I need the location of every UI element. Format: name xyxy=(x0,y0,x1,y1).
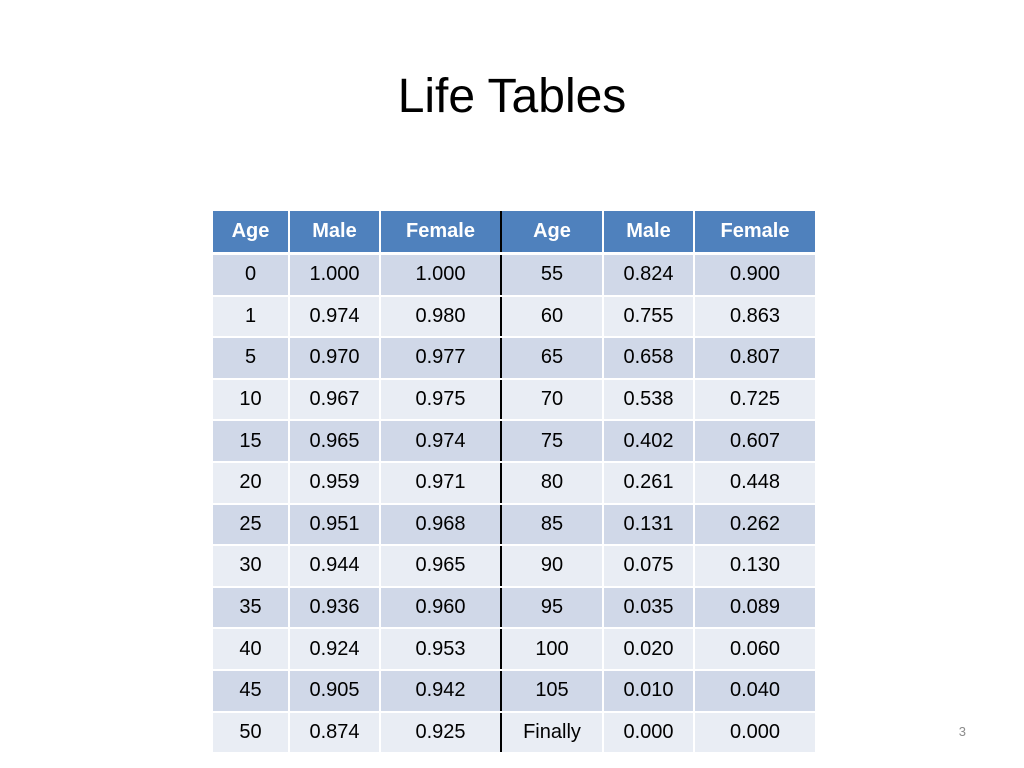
cell-female-2: 0.900 xyxy=(694,253,815,297)
table-row: 35 0.936 0.960 95 0.035 0.089 xyxy=(213,586,815,630)
cell-female-2: 0.807 xyxy=(694,337,815,380)
table-header-row: Age Male Female Age Male Female xyxy=(213,211,815,255)
cell-male: 0.965 xyxy=(289,420,381,463)
cell-male: 0.959 xyxy=(289,461,381,505)
cell-male-2: 0.020 xyxy=(603,628,695,671)
cell-female: 0.971 xyxy=(380,461,502,505)
cell-female-2: 0.089 xyxy=(694,586,815,630)
cell-male-2: 0.000 xyxy=(603,711,695,755)
cell-female: 0.975 xyxy=(380,378,502,422)
cell-age: 0 xyxy=(213,253,290,297)
table-row: 50 0.874 0.925 Finally 0.000 0.000 xyxy=(213,711,815,755)
cell-age-2: 85 xyxy=(501,503,604,547)
table-row: 0 1.000 1.000 55 0.824 0.900 xyxy=(213,253,815,297)
table-row: 45 0.905 0.942 105 0.010 0.040 xyxy=(213,669,815,713)
cell-age: 15 xyxy=(213,420,290,463)
cell-female: 0.925 xyxy=(380,711,502,755)
table-row: 15 0.965 0.974 75 0.402 0.607 xyxy=(213,420,815,463)
table-row: 40 0.924 0.953 100 0.020 0.060 xyxy=(213,628,815,671)
cell-male-2: 0.755 xyxy=(603,295,695,339)
cell-age-2: 100 xyxy=(501,628,604,671)
cell-male: 0.944 xyxy=(289,545,381,588)
cell-male-2: 0.010 xyxy=(603,669,695,713)
cell-female: 0.960 xyxy=(380,586,502,630)
cell-male: 0.967 xyxy=(289,378,381,422)
cell-male-2: 0.824 xyxy=(603,253,695,297)
cell-male-2: 0.075 xyxy=(603,545,695,588)
table-row: 5 0.970 0.977 65 0.658 0.807 xyxy=(213,337,815,380)
header-male: Male xyxy=(289,211,381,255)
cell-female-2: 0.000 xyxy=(694,711,815,755)
cell-age: 35 xyxy=(213,586,290,630)
cell-male: 0.974 xyxy=(289,295,381,339)
cell-female-2: 0.863 xyxy=(694,295,815,339)
page-number: 3 xyxy=(958,724,966,739)
cell-age: 50 xyxy=(213,711,290,755)
cell-age-2: 60 xyxy=(501,295,604,339)
cell-female-2: 0.060 xyxy=(694,628,815,671)
cell-age-2: 90 xyxy=(501,545,604,588)
header-female-2: Female xyxy=(694,211,815,255)
table-row: 20 0.959 0.971 80 0.261 0.448 xyxy=(213,461,815,505)
cell-female-2: 0.725 xyxy=(694,378,815,422)
cell-male: 0.936 xyxy=(289,586,381,630)
cell-female-2: 0.130 xyxy=(694,545,815,588)
cell-age-2: 55 xyxy=(501,253,604,297)
cell-female: 0.968 xyxy=(380,503,502,547)
cell-age: 30 xyxy=(213,545,290,588)
cell-male-2: 0.658 xyxy=(603,337,695,380)
table-row: 1 0.974 0.980 60 0.755 0.863 xyxy=(213,295,815,339)
cell-male: 0.951 xyxy=(289,503,381,547)
header-male-2: Male xyxy=(603,211,695,255)
cell-age-2: 65 xyxy=(501,337,604,380)
cell-male-2: 0.035 xyxy=(603,586,695,630)
cell-male: 0.924 xyxy=(289,628,381,671)
cell-age: 10 xyxy=(213,378,290,422)
cell-male-2: 0.261 xyxy=(603,461,695,505)
cell-male: 0.905 xyxy=(289,669,381,713)
header-female: Female xyxy=(380,211,502,255)
cell-male: 1.000 xyxy=(289,253,381,297)
cell-female-2: 0.262 xyxy=(694,503,815,547)
cell-female: 0.974 xyxy=(380,420,502,463)
cell-male: 0.874 xyxy=(289,711,381,755)
cell-age: 45 xyxy=(213,669,290,713)
cell-male-2: 0.131 xyxy=(603,503,695,547)
cell-female-2: 0.607 xyxy=(694,420,815,463)
cell-female: 0.965 xyxy=(380,545,502,588)
header-age: Age xyxy=(213,211,290,255)
cell-age: 1 xyxy=(213,295,290,339)
cell-female: 0.942 xyxy=(380,669,502,713)
cell-female: 1.000 xyxy=(380,253,502,297)
cell-age-2: 105 xyxy=(501,669,604,713)
cell-age-2: Finally xyxy=(501,711,604,755)
cell-female: 0.980 xyxy=(380,295,502,339)
cell-female-2: 0.040 xyxy=(694,669,815,713)
cell-female: 0.953 xyxy=(380,628,502,671)
cell-male-2: 0.402 xyxy=(603,420,695,463)
cell-age: 5 xyxy=(213,337,290,380)
cell-age: 40 xyxy=(213,628,290,671)
life-table: Age Male Female Age Male Female 0 1.000 1.… xyxy=(213,211,815,755)
cell-male: 0.970 xyxy=(289,337,381,380)
cell-age: 25 xyxy=(213,503,290,547)
cell-male-2: 0.538 xyxy=(603,378,695,422)
cell-age-2: 95 xyxy=(501,586,604,630)
table-row: 10 0.967 0.975 70 0.538 0.725 xyxy=(213,378,815,422)
cell-female-2: 0.448 xyxy=(694,461,815,505)
cell-age: 20 xyxy=(213,461,290,505)
cell-age-2: 70 xyxy=(501,378,604,422)
slide-title: Life Tables xyxy=(397,70,627,123)
table-row: 30 0.944 0.965 90 0.075 0.130 xyxy=(213,545,815,588)
table-row: 25 0.951 0.968 85 0.131 0.262 xyxy=(213,503,815,547)
table-body: 0 1.000 1.000 55 0.824 0.900 1 0.974 0.980 60 0.75… xyxy=(213,253,815,755)
header-age-2: Age xyxy=(501,211,604,255)
cell-age-2: 80 xyxy=(501,461,604,505)
cell-female: 0.977 xyxy=(380,337,502,380)
cell-age-2: 75 xyxy=(501,420,604,463)
